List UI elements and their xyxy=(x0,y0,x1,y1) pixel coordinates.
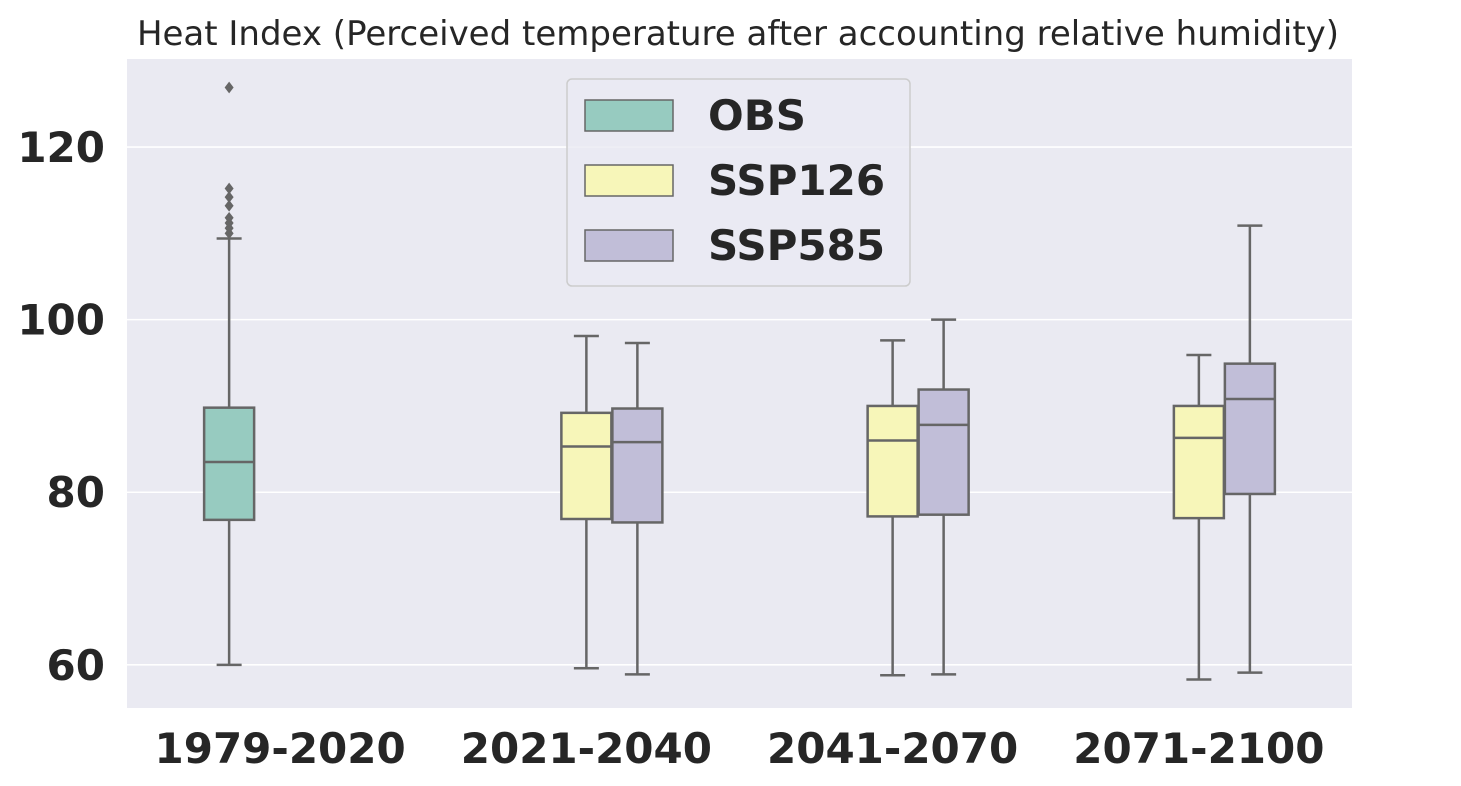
y-axis-ticks: 60 80 100 120 xyxy=(17,123,105,690)
legend-label: OBS xyxy=(708,91,806,140)
iqr-box xyxy=(560,411,613,521)
iqr-box xyxy=(1223,362,1277,496)
x-axis-ticks: 1979-2020 2021-2040 2041-2070 2071-2100 xyxy=(155,724,1325,773)
x-tick-label: 2071-2100 xyxy=(1073,724,1324,773)
legend-label: SSP585 xyxy=(708,221,885,270)
x-tick-label: 1979-2020 xyxy=(155,724,406,773)
iqr-box xyxy=(866,404,919,518)
box-ssp126-2041-2070 xyxy=(866,339,919,677)
y-tick-label: 60 xyxy=(47,641,105,690)
chart-title: Heat Index (Perceived temperature after … xyxy=(137,14,1339,54)
legend-swatch xyxy=(584,99,674,132)
outlier-point xyxy=(224,199,234,212)
box-ssp585-2021-2040 xyxy=(611,341,664,676)
x-tick-label: 2021-2040 xyxy=(461,724,712,773)
box-ssp126-2021-2040 xyxy=(560,334,613,670)
iqr-box xyxy=(202,406,256,522)
y-tick-label: 100 xyxy=(17,296,105,345)
y-tick-label: 80 xyxy=(47,468,105,517)
box-ssp585-2041-2070 xyxy=(917,318,970,676)
box-plots xyxy=(202,81,1277,681)
box-ssp126-2071-2100 xyxy=(1172,353,1226,681)
iqr-box xyxy=(917,388,970,516)
legend-swatch xyxy=(584,164,674,197)
outlier-point xyxy=(224,81,234,94)
legend-swatch xyxy=(584,229,674,262)
outlier-point xyxy=(224,182,234,195)
outlier-point xyxy=(224,191,234,203)
x-tick-label: 2041-2070 xyxy=(767,724,1018,773)
legend: OBS SSP126 SSP585 xyxy=(566,78,911,287)
legend-label: SSP126 xyxy=(708,156,885,205)
y-tick-label: 120 xyxy=(17,123,105,172)
iqr-box xyxy=(1172,404,1226,520)
box-ssp585-2071-2100 xyxy=(1223,224,1277,674)
iqr-box xyxy=(611,407,664,524)
box-obs-1979-2020 xyxy=(202,81,256,667)
outlier-point xyxy=(224,211,234,224)
